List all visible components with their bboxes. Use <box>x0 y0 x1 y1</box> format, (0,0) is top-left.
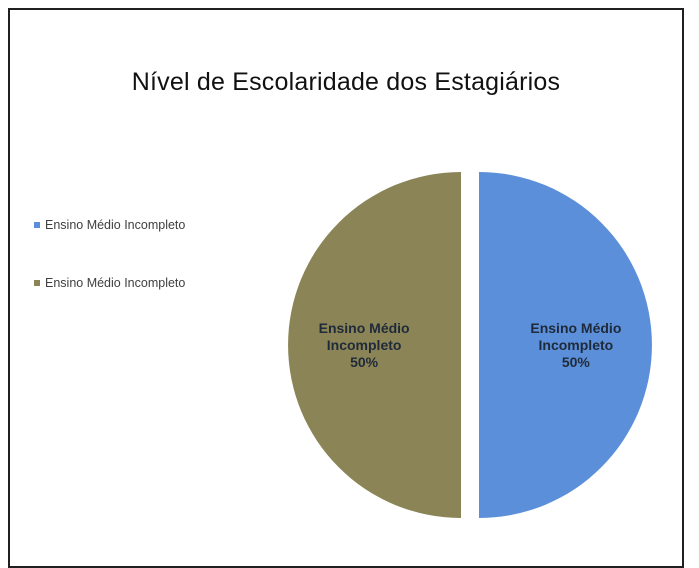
legend-swatch-1 <box>34 222 40 228</box>
legend-swatch-2 <box>34 280 40 286</box>
legend-item-2: Ensino Médio Incompleto <box>34 273 185 293</box>
pie-slice-label-1: Ensino Médio Incompleto 50% <box>530 320 621 370</box>
pie-group: Ensino Médio Incompleto 50% Ensino Médio Inc… <box>288 172 652 518</box>
legend-item-1: Ensino Médio Incompleto <box>34 215 185 235</box>
pie-slice-1 <box>479 172 652 518</box>
pie-slice-2 <box>288 172 461 518</box>
legend-label-1: Ensino Médio Incompleto <box>45 218 186 232</box>
chart-legend: Ensino Médio Incompleto Ensino Médio Inc… <box>34 215 185 293</box>
legend-label-2: Ensino Médio Incompleto <box>45 276 186 290</box>
chart-title: Nível de Escolaridade dos Estagiários <box>131 68 561 96</box>
pie-chart: Ensino Médio Incompleto 50% Ensino Médio Inc… <box>288 172 652 518</box>
pie-slice-label-2: Ensino Médio Incompleto 50% <box>319 320 410 370</box>
